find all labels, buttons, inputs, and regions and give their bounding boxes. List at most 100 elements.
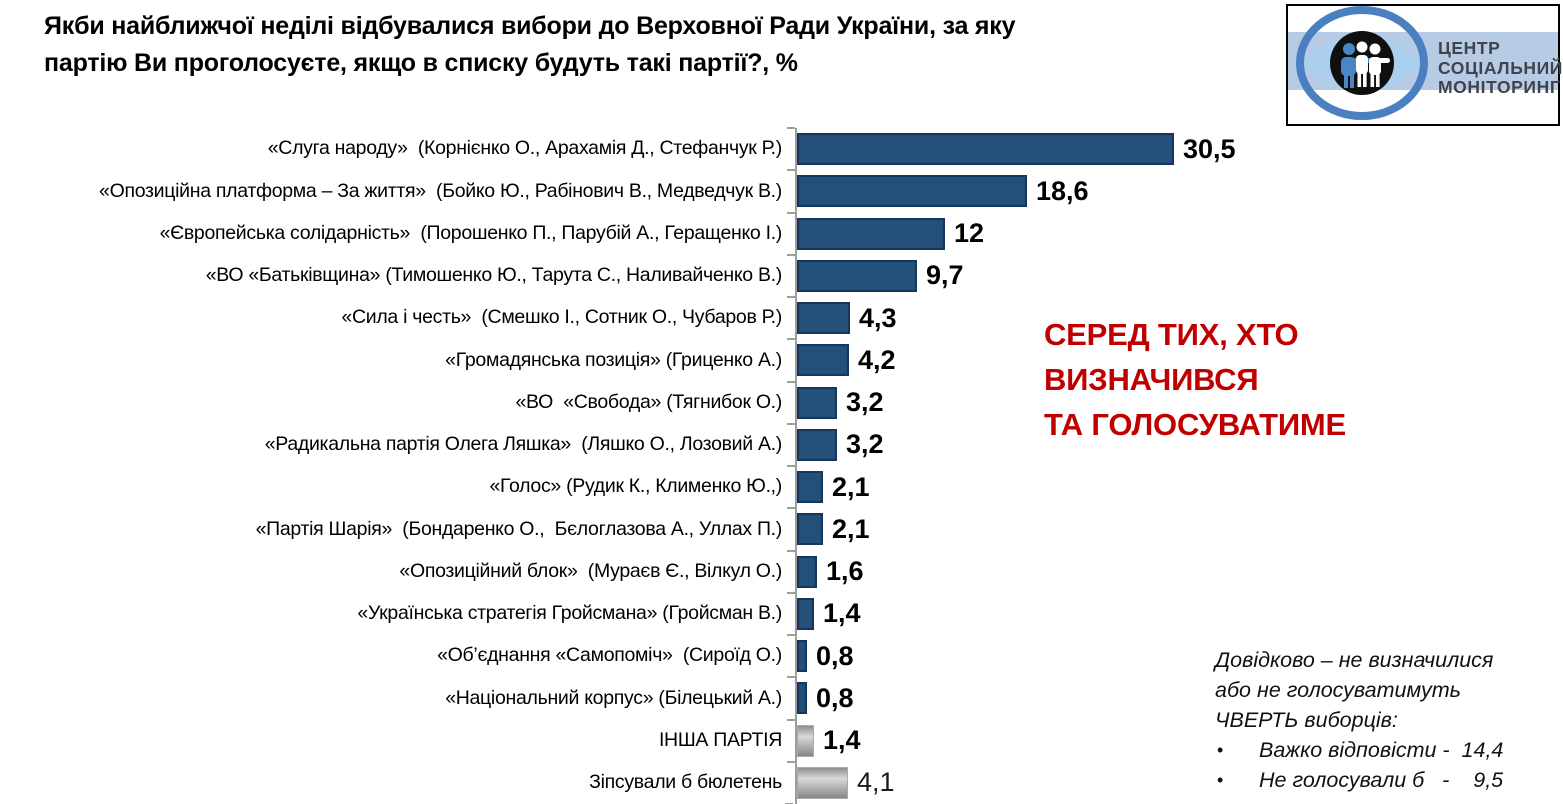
bar-value: 0,8 — [816, 682, 854, 713]
axis-tick — [787, 549, 795, 552]
bar — [797, 682, 807, 715]
bar-track: 0,8 — [787, 634, 1563, 678]
logo-text-line-1: ЦЕНТР — [1438, 38, 1501, 58]
bar-track: 4,1 — [787, 760, 1563, 804]
axis-tick — [787, 338, 795, 341]
page-title: Якби найближчої неділі відбувалися вибор… — [44, 8, 1016, 82]
bar-value: 2,1 — [832, 513, 870, 544]
bar-track: 0,8 — [787, 676, 1563, 720]
footnote: Довідково – не визначилися або не голосу… — [1215, 645, 1563, 795]
eye-people-icon — [1288, 6, 1558, 120]
bar-label: «Національний корпус» (Білецький А.) — [445, 686, 782, 709]
bar-label: «Сила і честь» (Смешко І., Сотник О., Чу… — [341, 306, 782, 329]
bar-value: 3,2 — [846, 429, 884, 460]
axis-tick — [787, 211, 795, 214]
footnote-bullet-text-1: Важко відповісти - 14,4 — [1259, 738, 1504, 762]
axis-tick — [787, 591, 795, 594]
bar-label: «Українська стратегія Гройсмана» (Гройсм… — [357, 602, 782, 625]
bar-label: «ВО «Батьківщина» (Тимошенко Ю., Тарута … — [205, 264, 783, 287]
bar-label: «Опозиційний блок» (Мураєв Є., Вілкул О.… — [399, 559, 782, 582]
logo-text: ЦЕНТР СОЦІАЛЬНИЙ МОНІТОРИНГ — [1438, 38, 1563, 98]
red-annotation: СЕРЕД ТИХ, ХТО ВИЗНАЧИВСЯ ТА ГОЛОСУВАТИМ… — [1044, 312, 1346, 447]
bar-track: 3,2 — [787, 380, 1563, 424]
axis-tick — [787, 253, 795, 256]
bar-value: 2,1 — [832, 471, 870, 502]
bar-label: «Європейська солідарність» (Порошенко П.… — [159, 221, 783, 244]
footnote-bullet-item: • Не голосували б - 9,5 — [1215, 765, 1563, 795]
axis-tick — [787, 718, 795, 721]
bar — [797, 597, 814, 630]
bar — [797, 175, 1027, 208]
chart-row: «Європейська солідарність» (Порошенко П.… — [0, 211, 1563, 255]
bar — [797, 133, 1174, 166]
axis-tick — [787, 760, 795, 763]
bar-track: 3,2 — [787, 422, 1563, 466]
bar-value: 30,5 — [1183, 133, 1236, 164]
page-title-line-1: Якби найближчої неділі відбувалися вибор… — [44, 12, 1016, 40]
bar-label: «Слуга народу» (Корнієнко О., Арахамія Д… — [267, 137, 783, 160]
chart-row: «ВО «Батьківщина» (Тимошенко Ю., Тарута … — [0, 253, 1563, 297]
bar — [797, 471, 823, 504]
bar-value: 18,6 — [1036, 175, 1089, 206]
chart-row: «Опозиційна платформа – За життя» (Бойко… — [0, 169, 1563, 213]
chart-row: «Радикальна партія Олега Ляшка» (Ляшко О… — [0, 422, 1563, 466]
chart-row: «Національний корпус» (Білецький А.) 0,8 — [0, 676, 1563, 720]
logo-text-line-2: СОЦІАЛЬНИЙ — [1438, 57, 1563, 78]
chart-row: Зіпсували б бюлетень 4,1 — [0, 760, 1563, 804]
bar-track: 1,4 — [787, 591, 1563, 635]
chart-row: «Слуга народу» (Корнієнко О., Арахамія Д… — [0, 127, 1563, 171]
bar-track: 9,7 — [787, 253, 1563, 297]
logo-text-line-3: МОНІТОРИНГ — [1438, 77, 1561, 97]
logo-center-social-monitoring: ЦЕНТР СОЦІАЛЬНИЙ МОНІТОРИНГ — [1286, 4, 1563, 126]
bar-label: «Партія Шарія» (Бондаренко О., Бєлоглазо… — [255, 517, 783, 540]
bar-value: 9,7 — [926, 260, 964, 291]
bar — [797, 428, 837, 461]
axis-tick — [787, 676, 795, 679]
bar-label: ІНША ПАРТІЯ — [658, 728, 782, 751]
bar-track: 12 — [787, 211, 1563, 255]
bar — [797, 640, 807, 673]
bar-track: 1,6 — [787, 549, 1563, 593]
bar-label: «ВО «Свобода» (Тягнибок О.) — [515, 390, 783, 413]
axis-tick — [787, 169, 795, 172]
bar — [797, 386, 837, 419]
bullet-icon: • — [1217, 740, 1224, 760]
bar-label: «Об’єднання «Самопоміч» (Сироїд О.) — [437, 644, 782, 667]
bar-value: 4,3 — [859, 302, 897, 333]
bar — [797, 217, 945, 250]
bar-track: 18,6 — [787, 169, 1563, 213]
chart-row: «Українська стратегія Гройсмана» (Гройсм… — [0, 591, 1563, 635]
axis-tick — [787, 380, 795, 383]
chart-row: «Об’єднання «Самопоміч» (Сироїд О.) 0,8 — [0, 634, 1563, 678]
bar-value: 3,2 — [846, 387, 884, 418]
bar-value: 1,4 — [823, 725, 861, 756]
footnote-bullet-item: • Важко відповісти - 14,4 — [1215, 735, 1563, 765]
bar-value: 4,1 — [857, 767, 895, 798]
chart-row: «Громадянська позиція» (Гриценко А.) 4,2 — [0, 338, 1563, 382]
axis-tick — [787, 465, 795, 467]
chart-row: «Голос» (Рудик К., Клименко Ю.,) 2,1 — [0, 465, 1563, 509]
bar-value: 1,6 — [826, 556, 864, 587]
chart-row: «Опозиційний блок» (Мураєв Є., Вілкул О.… — [0, 549, 1563, 593]
axis-tick — [787, 634, 795, 636]
chart-row: ІНША ПАРТІЯ 1,4 — [0, 718, 1563, 762]
bar — [797, 555, 817, 588]
bar — [797, 302, 850, 335]
bullet-icon: • — [1217, 770, 1224, 790]
red-annotation-line-2: ВИЗНАЧИВСЯ — [1044, 362, 1259, 397]
page-title-line-2: партію Ви проголосуєте, якщо в списку бу… — [44, 49, 798, 77]
footnote-bullet-text-2: Не голосували б - 9,5 — [1259, 768, 1504, 792]
chart-row: «Сила і честь» (Смешко І., Сотник О., Чу… — [0, 296, 1563, 340]
bar-label: Зіпсували б бюлетень — [589, 771, 782, 794]
bar-track: 4,2 — [787, 338, 1563, 382]
bar-track: 30,5 — [787, 127, 1563, 171]
chart-row: «ВО «Свобода» (Тягнибок О.) 3,2 — [0, 380, 1563, 424]
bar-label: «Громадянська позиція» (Гриценко А.) — [445, 348, 782, 371]
footnote-line-3: ЧВЕРТЬ виборців: — [1215, 708, 1398, 732]
axis-tick — [787, 422, 795, 425]
bar — [797, 724, 814, 757]
bar-value: 1,4 — [823, 598, 861, 629]
footnote-bullets: • Важко відповісти - 14,4 • Не голосувал… — [1215, 735, 1563, 795]
bar — [797, 344, 849, 377]
